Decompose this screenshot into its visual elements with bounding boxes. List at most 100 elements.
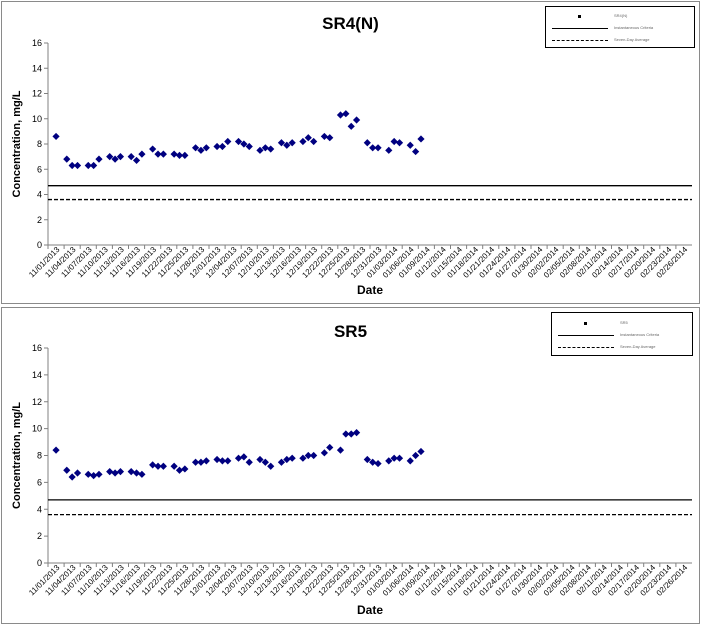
data-point [256, 455, 264, 464]
data-point [406, 141, 414, 149]
data-point [63, 155, 71, 163]
data-point [363, 455, 371, 464]
data-point [138, 470, 146, 478]
legend-label: Seven-Day Average [614, 37, 650, 42]
chart-title: SR5 [333, 322, 368, 341]
data-point [304, 451, 312, 460]
y-tick-label: 0 [37, 558, 42, 568]
data-point [256, 146, 264, 154]
data-point [261, 458, 269, 466]
data-point [240, 453, 248, 461]
data-point [84, 161, 92, 170]
data-point [213, 455, 221, 464]
data-point [52, 446, 60, 454]
data-point [412, 147, 420, 156]
data-point [395, 454, 404, 462]
y-tick-label: 16 [32, 343, 42, 353]
y-tick-label: 4 [37, 504, 42, 514]
data-point [95, 155, 103, 163]
data-point [347, 430, 355, 438]
data-point [352, 429, 361, 437]
data-point [234, 454, 243, 462]
data-point [181, 151, 189, 159]
data-point [106, 468, 114, 476]
data-point [417, 447, 425, 456]
data-point [412, 451, 420, 460]
data-point [224, 137, 232, 146]
data-point [111, 155, 119, 163]
data-point [127, 153, 135, 161]
data-point [132, 156, 141, 165]
data-point [320, 449, 328, 457]
legend-label: Instantaneous Criteria [614, 25, 654, 30]
legend-dashed-line-icon [558, 347, 614, 348]
data-point [106, 153, 114, 161]
scatter-plot: 024681012141611/01/201311/04/201311/07/2… [11, 343, 692, 617]
data-point [299, 454, 307, 462]
y-axis-title: Concentration, mg/L [11, 90, 23, 197]
legend-entry-seven-day: Seven-Day Average [558, 343, 688, 353]
data-point [202, 144, 210, 152]
chart-panel-sr5: SR5 SR5 Instantaneous Criteria Seven-Day… [1, 307, 700, 624]
y-tick-label: 6 [37, 477, 42, 487]
data-point [90, 472, 98, 480]
data-point [191, 144, 200, 152]
scatter-plot: 024681012141611/01/201311/04/201311/07/2… [11, 38, 692, 297]
y-axis-title: Concentration, mg/L [11, 402, 23, 509]
legend-entry-instantaneous: Instantaneous Criteria [552, 24, 690, 34]
y-tick-label: 10 [32, 114, 42, 124]
data-point [277, 139, 286, 147]
legend-entry-seven-day: Seven-Day Average [552, 36, 690, 46]
data-point [385, 146, 393, 154]
y-tick-label: 8 [37, 139, 42, 149]
data-point [390, 137, 398, 146]
data-point [417, 135, 425, 143]
data-point [240, 140, 248, 148]
data-point [154, 462, 162, 470]
data-point [68, 473, 76, 481]
data-point [395, 139, 404, 147]
data-point [369, 458, 377, 466]
data-point [116, 468, 125, 476]
y-tick-label: 8 [37, 451, 42, 461]
data-point [245, 458, 253, 466]
data-point [336, 111, 345, 119]
y-tick-label: 4 [37, 190, 42, 200]
data-point [84, 470, 92, 478]
data-point [218, 457, 227, 465]
y-tick-label: 12 [32, 89, 42, 99]
data-point [283, 141, 291, 149]
data-point [175, 151, 184, 159]
data-point [326, 134, 334, 142]
chart-title: SR4(N) [322, 14, 379, 33]
data-point [170, 462, 178, 470]
data-point [149, 145, 157, 153]
data-point [267, 462, 275, 470]
data-point [159, 462, 167, 470]
data-point [224, 457, 232, 465]
data-point [170, 150, 178, 158]
data-point [406, 457, 414, 465]
data-point [261, 144, 269, 152]
legend-entry-instantaneous: Instantaneous Criteria [558, 331, 688, 341]
data-point [374, 144, 382, 152]
data-point [385, 457, 393, 465]
data-point [73, 161, 82, 170]
y-tick-label: 16 [32, 38, 42, 48]
data-point [218, 142, 227, 151]
chart-legend: SR5 Instantaneous Criteria Seven-Day Ave… [551, 312, 693, 356]
data-point [90, 161, 98, 170]
data-point [374, 459, 382, 468]
legend-label: SR5 [620, 320, 628, 325]
legend-entry-data: SR5 [558, 319, 688, 329]
chart-legend: SR4(N) Instantaneous Criteria Seven-Day … [545, 6, 695, 48]
y-tick-label: 10 [32, 424, 42, 434]
legend-entry-data: SR4(N) [552, 12, 690, 22]
data-point [283, 455, 291, 464]
data-point [299, 137, 307, 146]
data-point [127, 468, 135, 476]
y-tick-label: 0 [37, 240, 42, 250]
data-point [132, 469, 141, 477]
data-point [191, 458, 200, 466]
data-point [213, 142, 221, 151]
